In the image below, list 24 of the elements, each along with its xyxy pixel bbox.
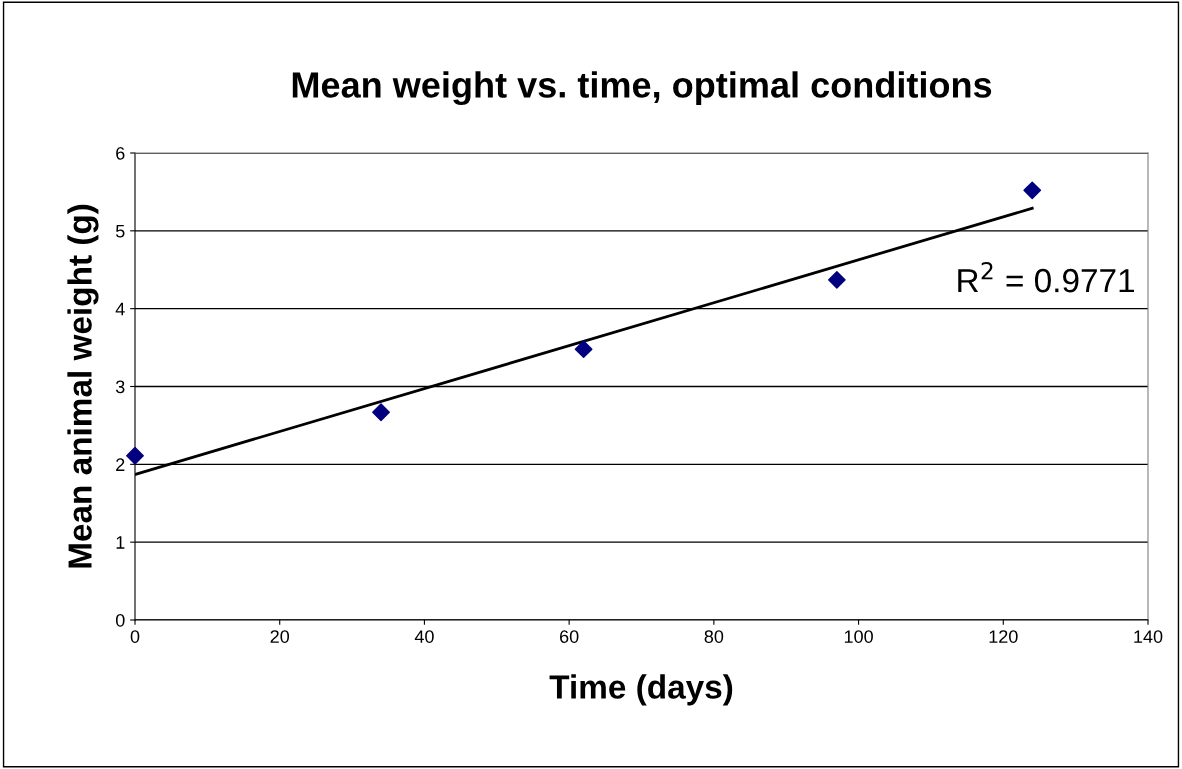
y-axis-title: Mean animal weight (g) xyxy=(67,204,99,568)
x-tick-label: 40 xyxy=(414,630,434,643)
point xyxy=(126,446,144,465)
x-axis-title: Time (days) xyxy=(549,674,733,706)
y-tick-label: 2 xyxy=(116,458,125,471)
y-tick-label: 4 xyxy=(115,302,125,316)
point xyxy=(1023,181,1042,200)
y-tick-label: 0 xyxy=(115,613,125,627)
x-tick-label: 0 xyxy=(130,630,140,643)
x-tick-label: 60 xyxy=(560,630,579,643)
x-tick-label: 80 xyxy=(704,630,724,643)
point xyxy=(372,403,390,422)
x-tick-label: 100 xyxy=(844,630,873,643)
point xyxy=(574,340,593,359)
x-tick-label: 20 xyxy=(270,630,290,643)
y-tick-label: 5 xyxy=(115,224,125,238)
y-tick-label: 3 xyxy=(115,380,125,394)
y-tick-label: 1 xyxy=(116,536,125,549)
x-tick-label: 140 xyxy=(1134,630,1163,643)
x-tick-label: 120 xyxy=(989,630,1018,643)
annotation: R$^{2}$ = 0.9771 xyxy=(958,262,1134,293)
chart-title: Mean weight vs. time, optimal conditions xyxy=(292,71,992,106)
point xyxy=(827,270,846,289)
y-tick-label: 6 xyxy=(116,146,125,160)
